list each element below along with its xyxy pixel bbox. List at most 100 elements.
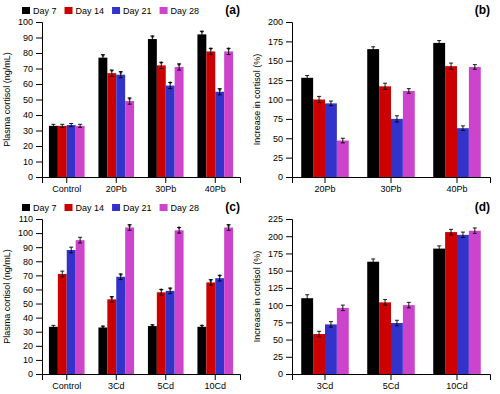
y-tick: 10 <box>23 157 42 167</box>
x-axis: 3Cd 5Cd 10Cd <box>293 374 491 391</box>
legend-label: Day 28 <box>171 6 200 16</box>
y-tick: 100 <box>18 17 42 27</box>
bar <box>445 66 457 177</box>
panel: 0102030405060708090100110Control3Cd5Cd10… <box>2 200 241 391</box>
bar <box>98 328 107 375</box>
y-tick-label: 50 <box>23 299 33 309</box>
bar <box>49 126 58 177</box>
bar <box>367 49 379 177</box>
x-tick: 20Pb <box>314 177 335 194</box>
series <box>301 246 445 374</box>
error-bar <box>371 47 375 52</box>
x-tick: 10Cd <box>446 374 468 391</box>
error-bar <box>341 305 345 311</box>
y-tick: 25 <box>273 352 292 362</box>
bar <box>445 232 457 374</box>
bar <box>367 262 379 374</box>
y-tick-label: 0 <box>278 172 283 182</box>
series <box>337 228 481 374</box>
error-bar <box>329 101 333 106</box>
legend-item: Day 14 <box>65 203 105 213</box>
bar <box>107 73 116 177</box>
y-tick-label: 50 <box>23 95 33 105</box>
y-tick-label: 100 <box>18 228 33 238</box>
bar <box>116 75 125 177</box>
y-tick-mark <box>36 162 42 163</box>
significance-mark: * <box>160 59 164 69</box>
y-tick-label: 25 <box>273 352 283 362</box>
significance-mark: * <box>177 61 181 71</box>
x-tick-mark <box>457 374 458 380</box>
significance-mark: * <box>168 285 172 295</box>
significance-mark: * <box>177 224 181 234</box>
legend-item: Day 14 <box>65 6 105 16</box>
bar <box>197 327 206 374</box>
y-tick-mark <box>286 80 292 81</box>
error-bar <box>437 246 441 252</box>
y-tick-label: 10 <box>23 157 33 167</box>
y-tick-mark <box>36 38 42 39</box>
y-tick-mark <box>36 53 42 54</box>
significance-mark: * <box>151 33 155 43</box>
y-tick-label: 125 <box>268 283 283 293</box>
y-tick-mark <box>36 304 42 305</box>
y-tick-label: 200 <box>268 17 283 27</box>
error-bar <box>341 138 345 143</box>
panel-label: (d) <box>475 200 490 214</box>
bar <box>148 39 157 177</box>
y-tick-label: 40 <box>23 110 33 120</box>
bar <box>175 67 184 177</box>
x-tick-label: 30Pb <box>155 184 176 194</box>
x-tick-label: 5Cd <box>383 381 400 391</box>
significance-mark: * <box>119 69 123 79</box>
x-axis: Control20Pb30Pb40Pb <box>43 177 241 194</box>
legend-swatch <box>22 204 30 211</box>
error-bar <box>407 89 411 94</box>
bar <box>337 308 349 374</box>
significance-mark: * <box>227 222 231 232</box>
legend-label: Day 21 <box>123 6 152 16</box>
bar <box>325 103 337 177</box>
y-tick-label: 75 <box>273 318 283 328</box>
series <box>76 48 233 177</box>
y-tick-label: 225 <box>268 214 283 224</box>
x-tick-label: 3Cd <box>317 381 334 391</box>
bar <box>379 86 391 177</box>
error-bar <box>461 126 465 131</box>
x-tick-mark <box>116 374 117 380</box>
x-tick-mark <box>165 177 166 183</box>
y-tick: 25 <box>273 153 292 163</box>
x-tick-label: 3Cd <box>108 381 125 391</box>
plot-area <box>49 225 233 374</box>
legend-label: Day 28 <box>171 203 200 213</box>
annotations: ************ <box>101 222 231 333</box>
y-tick: 75 <box>273 114 292 124</box>
bar <box>116 277 125 374</box>
bar <box>166 86 175 177</box>
error-bar <box>395 116 399 122</box>
bar <box>76 126 85 177</box>
significance-mark: * <box>209 277 213 287</box>
y-tick-mark <box>286 271 292 272</box>
x-tick-label: 20Pb <box>314 184 335 194</box>
bar <box>125 227 134 374</box>
significance-mark: * <box>110 67 114 77</box>
series <box>301 41 445 177</box>
panel-label: (b) <box>475 3 490 17</box>
error-bar <box>60 124 64 127</box>
y-tick: 40 <box>23 313 42 323</box>
y-tick-label: 150 <box>268 56 283 66</box>
plot-area <box>301 228 481 374</box>
error-bar <box>305 75 309 80</box>
y-tick-label: 90 <box>23 33 33 43</box>
error-bar <box>51 124 55 127</box>
error-bar <box>69 124 73 127</box>
y-tick-mark <box>286 138 292 139</box>
series <box>67 247 224 374</box>
legend-swatch <box>112 7 120 14</box>
legend-swatch <box>65 204 73 211</box>
x-tick: 40Pb <box>205 177 226 194</box>
x-axis: 20Pb30Pb40Pb <box>293 177 491 194</box>
panel-label: (c) <box>225 200 240 214</box>
bar <box>301 298 313 374</box>
